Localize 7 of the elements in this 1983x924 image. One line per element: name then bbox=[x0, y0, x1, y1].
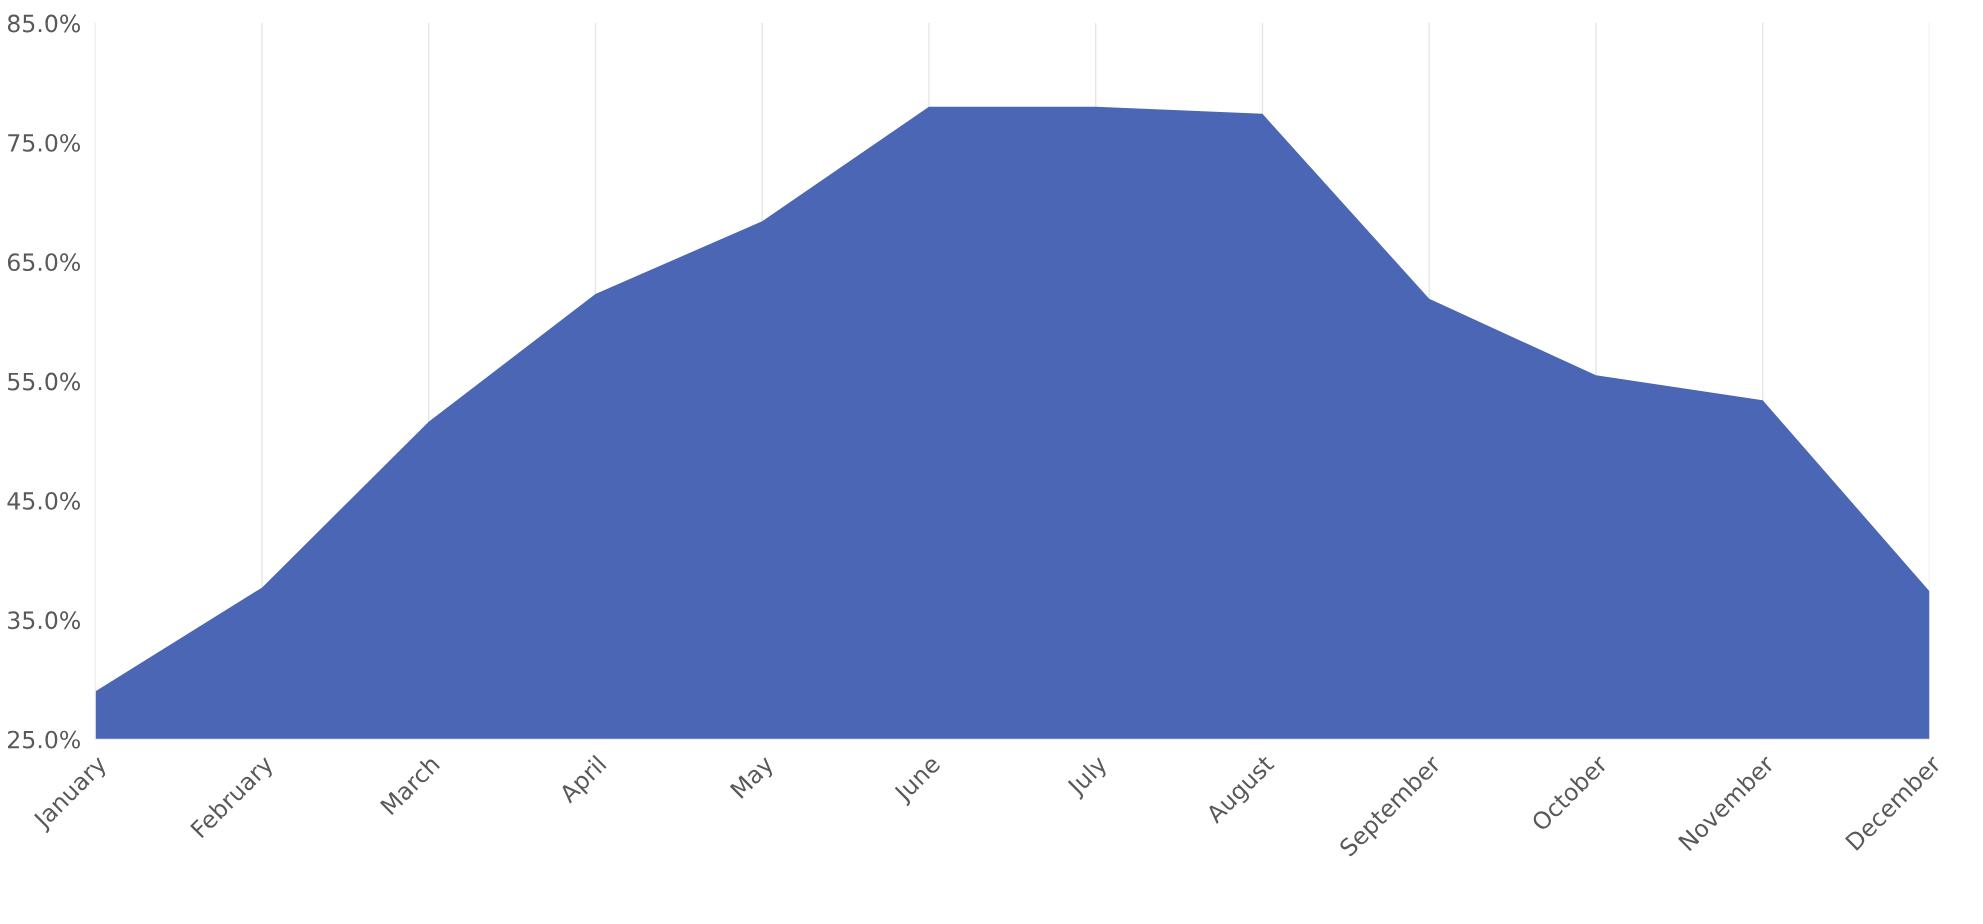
y-tick-label: 55.0% bbox=[8, 372, 80, 391]
y-tick-label: 25.0% bbox=[8, 730, 80, 749]
y-tick-label: 75.0% bbox=[8, 133, 80, 152]
y-tick-label: 65.0% bbox=[7, 253, 80, 272]
y-tick-label: 45.0% bbox=[7, 491, 80, 510]
y-tick-label: 35.0% bbox=[8, 611, 80, 630]
y-tick-label: 85.0% bbox=[7, 14, 80, 33]
